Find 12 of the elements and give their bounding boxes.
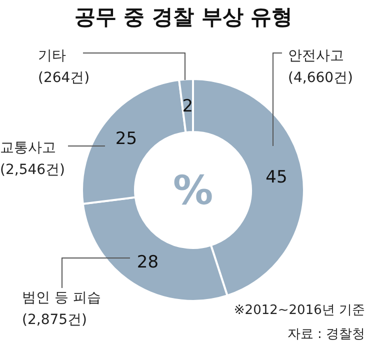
slice-label: 안전사고 (4,660건) bbox=[288, 48, 354, 86]
data-label: 2 bbox=[182, 96, 194, 117]
slice-label: 교통사고 (2,546건) bbox=[0, 140, 66, 178]
chart-title: 공무 중 경찰 부상 유형 bbox=[74, 5, 293, 29]
text: ※2012~2016년 기준 bbox=[234, 303, 365, 318]
data-label: 45 bbox=[266, 168, 288, 188]
slice-label: 범인 등 피습 (2,875건) bbox=[22, 290, 101, 328]
slice-label: 기타 (264건) bbox=[38, 48, 90, 86]
text: % bbox=[172, 168, 214, 214]
data-label: 25 bbox=[115, 129, 138, 150]
data-label: 28 bbox=[136, 252, 159, 272]
text: 자료 : 경찰청 bbox=[287, 327, 365, 342]
